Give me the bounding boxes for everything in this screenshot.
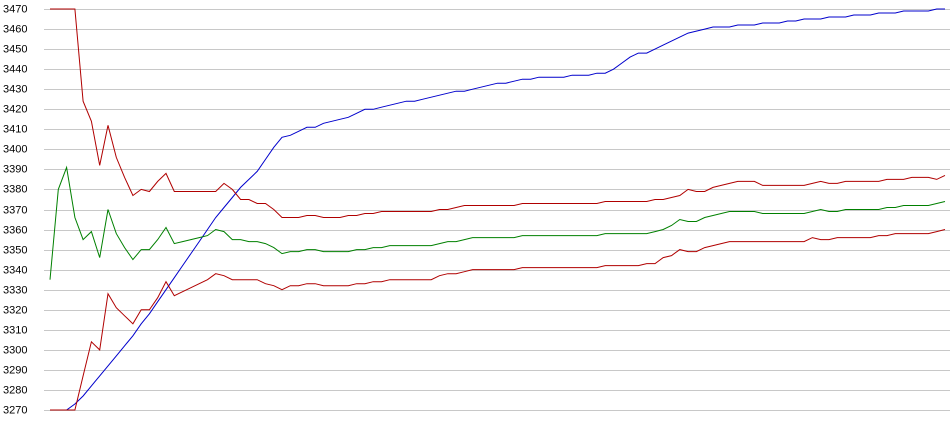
line-series [50, 8, 946, 218]
y-tick-label: 3390 [3, 163, 27, 175]
line-series [50, 229, 946, 411]
y-tick-label: 3440 [3, 63, 27, 75]
y-tick-label: 3470 [3, 3, 27, 15]
y-tick-label: 3290 [3, 364, 27, 376]
y-tick-label: 3340 [3, 264, 27, 276]
y-tick-label: 3270 [3, 404, 27, 416]
y-tick-label: 3360 [3, 224, 27, 236]
y-tick-label: 3410 [3, 123, 27, 135]
y-tick-label: 3320 [3, 304, 27, 316]
y-tick-label: 3310 [3, 324, 27, 336]
line-series [50, 8, 945, 411]
line-series [49, 165, 946, 280]
y-tick-label: 3430 [3, 83, 27, 95]
y-tick-label: 3350 [3, 244, 27, 256]
y-tick-label: 3420 [3, 103, 27, 115]
y-tick-label: 3450 [3, 43, 27, 55]
y-tick-label: 3370 [3, 204, 27, 216]
y-tick-label: 3380 [3, 183, 27, 195]
y-tick-label: 3280 [3, 384, 27, 396]
y-tick-label: 3400 [3, 143, 27, 155]
y-tick-label: 3300 [3, 344, 27, 356]
y-tick-label: 3460 [3, 23, 27, 35]
y-tick-label: 3330 [3, 284, 27, 296]
